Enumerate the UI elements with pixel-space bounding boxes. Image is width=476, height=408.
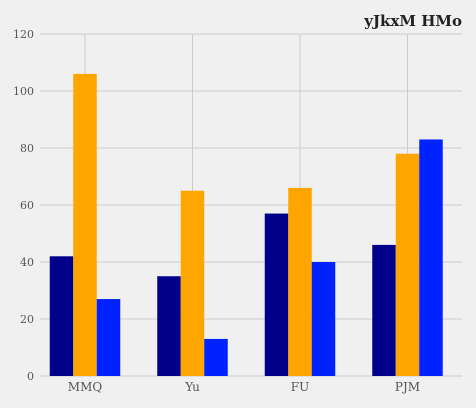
bar (311, 262, 336, 376)
y-tick-label: 40 (20, 256, 34, 269)
y-tick-label: 60 (20, 199, 34, 212)
bar (73, 73, 97, 377)
bar (180, 190, 205, 376)
bars (49, 73, 443, 377)
bar (204, 338, 228, 376)
x-tick-label: PJM (395, 380, 420, 394)
y-tick-label: 0 (27, 370, 34, 383)
x-tick-label: FU (291, 380, 309, 394)
x-tick-label: Yu (184, 380, 200, 394)
y-axis-ticks: 0 20 40 60 80 100 120 (13, 28, 34, 383)
y-tick-label: 120 (13, 28, 34, 41)
bar (49, 256, 74, 376)
x-tick-label: MMQ (68, 380, 103, 394)
bar (288, 187, 312, 376)
bar (419, 139, 443, 376)
bar (264, 213, 289, 376)
bar (96, 299, 121, 376)
bar (157, 276, 181, 376)
y-tick-label: 80 (20, 142, 34, 155)
y-tick-label: 20 (20, 313, 34, 326)
x-axis-ticks: MMQ Yu FU PJM (68, 380, 420, 394)
bar (372, 244, 396, 376)
y-tick-label: 100 (13, 85, 34, 98)
bar (395, 153, 420, 376)
chart-title: yJkxM HMo (363, 12, 462, 30)
